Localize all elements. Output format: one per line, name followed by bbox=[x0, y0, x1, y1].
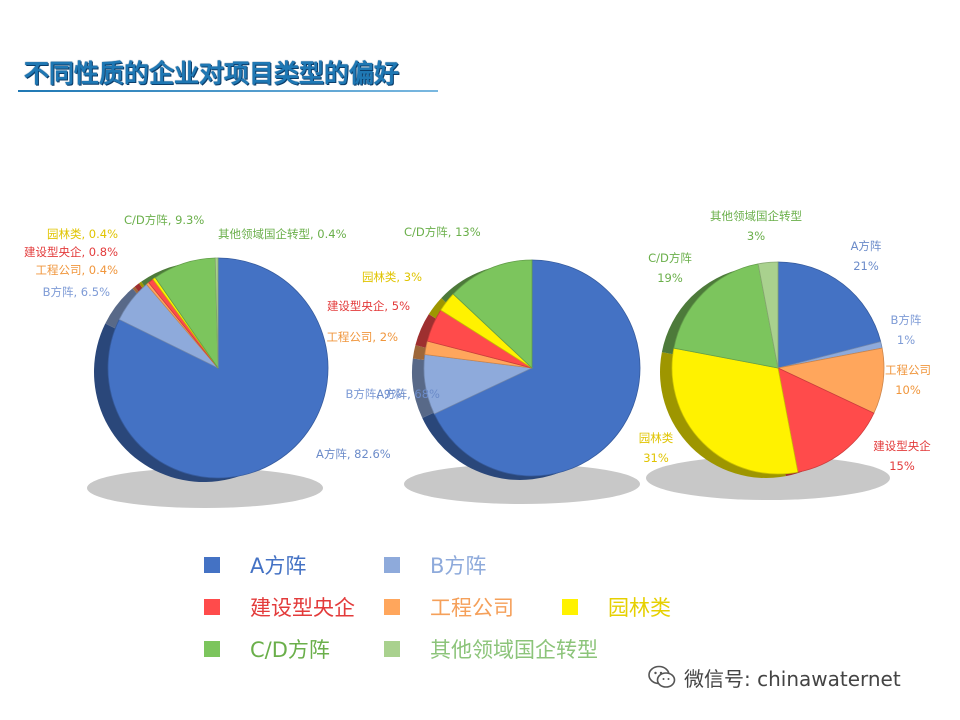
pie-slice-cd bbox=[673, 263, 779, 369]
pie-slice-a bbox=[433, 259, 641, 477]
legend-item-other: 其他领域国企转型 bbox=[384, 634, 598, 664]
legend-label: A方阵 bbox=[250, 554, 307, 578]
slice-label-a: A方阵 21% bbox=[851, 239, 882, 273]
page-title: 不同性质的企业对项目类型的偏好 bbox=[24, 59, 400, 88]
pie-slice-other bbox=[757, 261, 779, 369]
legend-label: C/D方阵 bbox=[250, 638, 330, 662]
slice-label-a: A方阵, 68% bbox=[376, 387, 440, 401]
slice-label-b: B方阵, 9% bbox=[346, 387, 403, 401]
slice-label-b: B方阵, 6.5% bbox=[43, 285, 110, 299]
legend-item-a: A方阵 bbox=[204, 550, 306, 580]
legend-item-eng: 工程公司 bbox=[384, 592, 514, 622]
slice-label-eng: 工程公司, 0.4% bbox=[35, 263, 118, 277]
slice-label-eng: 工程公司, 2% bbox=[326, 330, 398, 344]
legend-swatch bbox=[384, 557, 400, 573]
pie-chart-2: A方阵, 68%B方阵, 9% 工程公司, 2% 建设型央企, 5% 园林类, 3% C… bbox=[326, 225, 641, 504]
pie-slice-other bbox=[214, 257, 219, 369]
pie-slice-a bbox=[777, 261, 882, 369]
legend-label: 其他领域国企转型 bbox=[430, 638, 598, 662]
wechat-icon bbox=[648, 665, 676, 688]
pie-shadow bbox=[404, 464, 640, 504]
pie-shadow bbox=[87, 468, 323, 508]
legend-item-b: B方阵 bbox=[384, 550, 486, 580]
slice-label-b: B方阵 1% bbox=[891, 313, 922, 347]
watermark: 微信号: chinawaternet bbox=[648, 662, 901, 692]
slice-label-garden: 园林类, 0.4% bbox=[47, 227, 118, 241]
legend-item-cd: C/D方阵 bbox=[204, 634, 330, 664]
legend-swatch bbox=[204, 599, 220, 615]
slice-label-garden: 园林类, 3% bbox=[362, 270, 422, 284]
pie-shadow bbox=[646, 456, 890, 500]
slice-label-a: A方阵, 82.6% bbox=[316, 447, 391, 461]
pie-chart-1: A方阵, 82.6% B方阵, 6.5% 工程公司, 0.4% 建设型央企, 0.8%… bbox=[24, 213, 391, 508]
legend-label: B方阵 bbox=[430, 554, 487, 578]
slice-label-cd: C/D方阵, 13% bbox=[404, 225, 481, 239]
pie-slice-cd bbox=[452, 259, 533, 369]
slice-label-build: 建设型央企 15% bbox=[873, 439, 931, 473]
slice-label-cd: C/D方阵, 9.3% bbox=[124, 213, 204, 227]
slice-label-other: 其他领域国企转型, 0.4% bbox=[218, 227, 347, 241]
slice-label-other: 其他领域国企转型 3% bbox=[710, 209, 802, 243]
legend-label: 工程公司 bbox=[430, 596, 514, 620]
legend-swatch bbox=[384, 599, 400, 615]
legend-label: 园林类 bbox=[608, 596, 671, 620]
watermark-text: 微信号: chinawaternet bbox=[684, 666, 901, 691]
legend-swatch bbox=[562, 599, 578, 615]
legend-swatch bbox=[384, 641, 400, 657]
legend-label: 建设型央企 bbox=[250, 596, 355, 620]
title-underline bbox=[18, 90, 438, 92]
slice-label-build: 建设型央企, 0.8% bbox=[24, 245, 118, 259]
pie-slice-build bbox=[777, 367, 875, 473]
pie-chart-3: A方阵 21% B方阵 1% 工程公司 10% 建设型央企 15% 园林类 31% C/D方阵 19%… bbox=[639, 209, 931, 500]
slice-label-eng: 工程公司 10% bbox=[885, 363, 931, 397]
legend-swatch bbox=[204, 557, 220, 573]
legend-swatch bbox=[204, 641, 220, 657]
slice-label-cd: C/D方阵 19% bbox=[648, 251, 692, 285]
legend-item-garden: 园林类 bbox=[562, 592, 671, 622]
slice-label-garden: 园林类 31% bbox=[639, 431, 674, 465]
slice-label-build: 建设型央企, 5% bbox=[327, 299, 410, 313]
pie-slice-garden bbox=[671, 347, 799, 475]
legend-item-build: 建设型央企 bbox=[204, 592, 355, 622]
